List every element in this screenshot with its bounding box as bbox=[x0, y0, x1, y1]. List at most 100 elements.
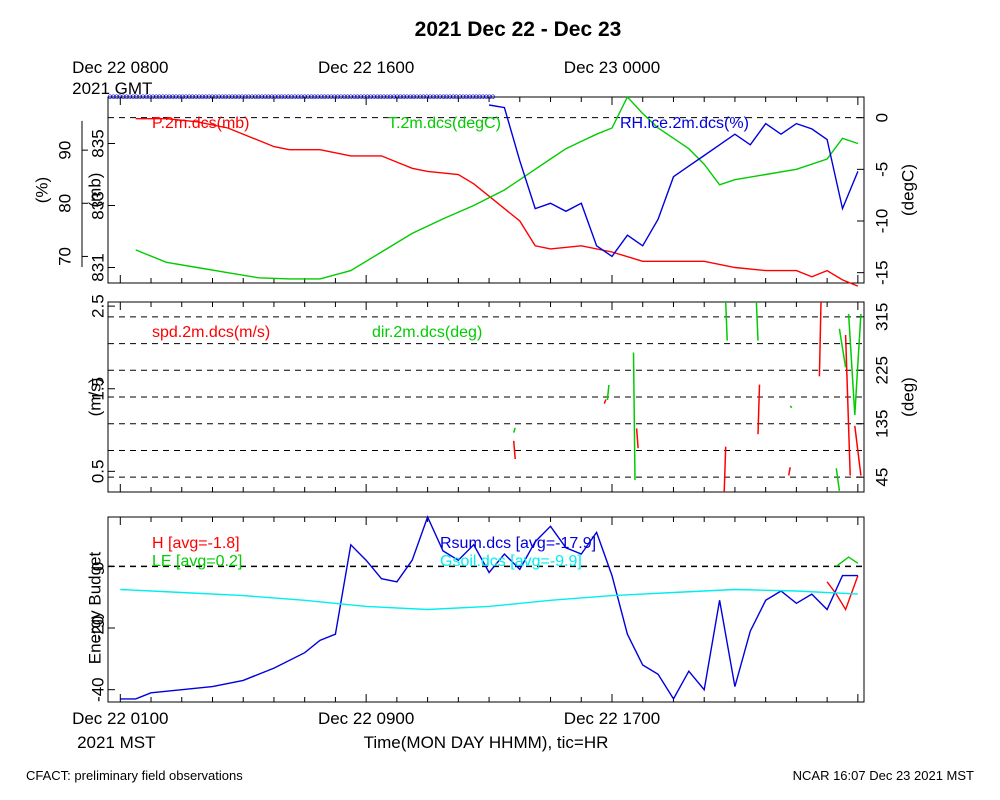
rh-marker: o bbox=[200, 92, 205, 101]
rh-marker: o bbox=[395, 92, 400, 101]
rh-marker: o bbox=[306, 92, 311, 101]
pressure-y-tick-label: 831 bbox=[89, 253, 108, 281]
axes-layer bbox=[81, 96, 865, 703]
rh-marker: o bbox=[213, 92, 218, 101]
rh-marker: o bbox=[250, 92, 255, 101]
rh-marker: o bbox=[260, 92, 265, 101]
wind-direction-segment bbox=[838, 328, 847, 368]
rh-marker: o bbox=[220, 92, 225, 101]
rh-marker: o bbox=[157, 92, 162, 101]
rh-marker: o bbox=[141, 92, 146, 101]
rh-marker: o bbox=[454, 92, 459, 101]
rh-marker: o bbox=[124, 92, 129, 101]
rh-marker: o bbox=[444, 92, 449, 101]
energy-series-line-rsum.dcs bbox=[120, 515, 858, 701]
rh-marker: o bbox=[276, 92, 281, 101]
rh-marker: o bbox=[121, 92, 126, 101]
rh-marker: o bbox=[111, 92, 116, 101]
rh-marker: o bbox=[223, 92, 228, 101]
rh-y-tick-label: 70 bbox=[56, 247, 75, 266]
rh-marker: o bbox=[349, 92, 354, 101]
legend-speed: spd.2m.dcs(m/s) bbox=[152, 324, 270, 341]
top-axis-label: Dec 22 1600 bbox=[318, 58, 414, 77]
wind-direction-segment bbox=[789, 405, 793, 409]
rh-y-tick-label: 90 bbox=[56, 141, 75, 160]
wind-direction-segment bbox=[835, 468, 841, 491]
rh-marker: o bbox=[164, 92, 169, 101]
rh-marker: o bbox=[458, 92, 463, 101]
rh-marker: o bbox=[128, 92, 133, 101]
rh-marker: o bbox=[236, 92, 241, 101]
rh-marker: o bbox=[421, 92, 426, 101]
rh-marker: o bbox=[392, 92, 397, 101]
rh-marker: o bbox=[134, 92, 139, 101]
energy-y-tick-label: -40 bbox=[89, 677, 108, 702]
rh-marker: o bbox=[184, 92, 189, 101]
rh-marker: o bbox=[451, 92, 456, 101]
rh-marker: o bbox=[151, 92, 156, 101]
top-axis-label: Dec 22 0800 bbox=[72, 58, 168, 77]
rh-marker: o bbox=[375, 92, 380, 101]
wind-direction-segment bbox=[632, 352, 636, 481]
wind-direction-segment bbox=[724, 301, 728, 341]
rh-marker: o bbox=[177, 92, 182, 101]
rh-marker: o bbox=[170, 92, 175, 101]
rh-marker: o bbox=[467, 92, 472, 101]
rh-marker: o bbox=[448, 92, 453, 101]
energy-axis-label: Energy Budget bbox=[86, 551, 105, 664]
pressure-axis-label: (mb) bbox=[86, 173, 105, 208]
speed-axis-label: (m/s) bbox=[86, 378, 105, 417]
temp-axis-label: (degC) bbox=[899, 164, 918, 216]
temp-y-tick-label: 0 bbox=[873, 113, 892, 122]
rh-marker: o bbox=[339, 92, 344, 101]
rh-marker: o bbox=[293, 92, 298, 101]
rh-marker: o bbox=[335, 92, 340, 101]
rh-marker: o bbox=[418, 92, 423, 101]
rh-marker: o bbox=[197, 92, 202, 101]
wind-direction-segment bbox=[512, 427, 516, 433]
rh-marker: o bbox=[431, 92, 436, 101]
rh-marker: o bbox=[108, 92, 113, 101]
rh-marker: o bbox=[246, 92, 251, 101]
legend-le: LE [avg=0.2] bbox=[152, 553, 242, 570]
rh-marker: o bbox=[428, 92, 433, 101]
rh-marker: o bbox=[362, 92, 367, 101]
rh-marker: o bbox=[207, 92, 212, 101]
pressure-y-tick-label: 835 bbox=[89, 129, 108, 157]
rh-marker: o bbox=[144, 92, 149, 101]
rh-marker: o bbox=[372, 92, 377, 101]
state-series-line-rh bbox=[488, 104, 859, 258]
rh-marker: o bbox=[253, 92, 258, 101]
rh-marker: o bbox=[227, 92, 232, 101]
bottom-axis-label-line2: 2021 MST bbox=[77, 733, 155, 752]
state-panel-frame bbox=[107, 96, 865, 284]
wind-speed-segment bbox=[723, 446, 727, 493]
rh-marker: o bbox=[279, 92, 284, 101]
legend-direction: dir.2m.dcs(deg) bbox=[372, 324, 482, 341]
rh-marker: o bbox=[137, 92, 142, 101]
rh-marker: o bbox=[269, 92, 274, 101]
rh-marker: o bbox=[438, 92, 443, 101]
rh-marker: o bbox=[233, 92, 238, 101]
rh-marker: o bbox=[471, 92, 476, 101]
wind-speed-segment bbox=[854, 425, 862, 476]
rh-marker: o bbox=[243, 92, 248, 101]
state-series-line-pressure bbox=[135, 117, 859, 287]
rh-marker: o bbox=[131, 92, 136, 101]
rh-marker: o bbox=[296, 92, 301, 101]
speed-y-tick-label: 0.5 bbox=[89, 460, 108, 484]
legend-pressure: P.2m.dcs(mb) bbox=[152, 115, 250, 132]
rh-marker: o bbox=[484, 92, 489, 101]
rh-marker: o bbox=[411, 92, 416, 101]
rh-marker: o bbox=[180, 92, 185, 101]
bottom-axis-label: Dec 22 0900 bbox=[318, 709, 414, 728]
wind-speed-segment bbox=[603, 399, 607, 404]
legend-rsum.dcs: Rsum.dcs [avg=-17.9] bbox=[440, 535, 596, 552]
x-axis-title: Time(MON DAY HHMM), tic=HR bbox=[364, 733, 609, 752]
bottom-axis-label: Dec 22 0100 bbox=[72, 709, 168, 728]
top-axis-label: Dec 23 0000 bbox=[564, 58, 660, 77]
temp-y-tick-label: -15 bbox=[873, 260, 892, 285]
rh-marker: o bbox=[329, 92, 334, 101]
wind-speed-segment bbox=[512, 440, 516, 460]
